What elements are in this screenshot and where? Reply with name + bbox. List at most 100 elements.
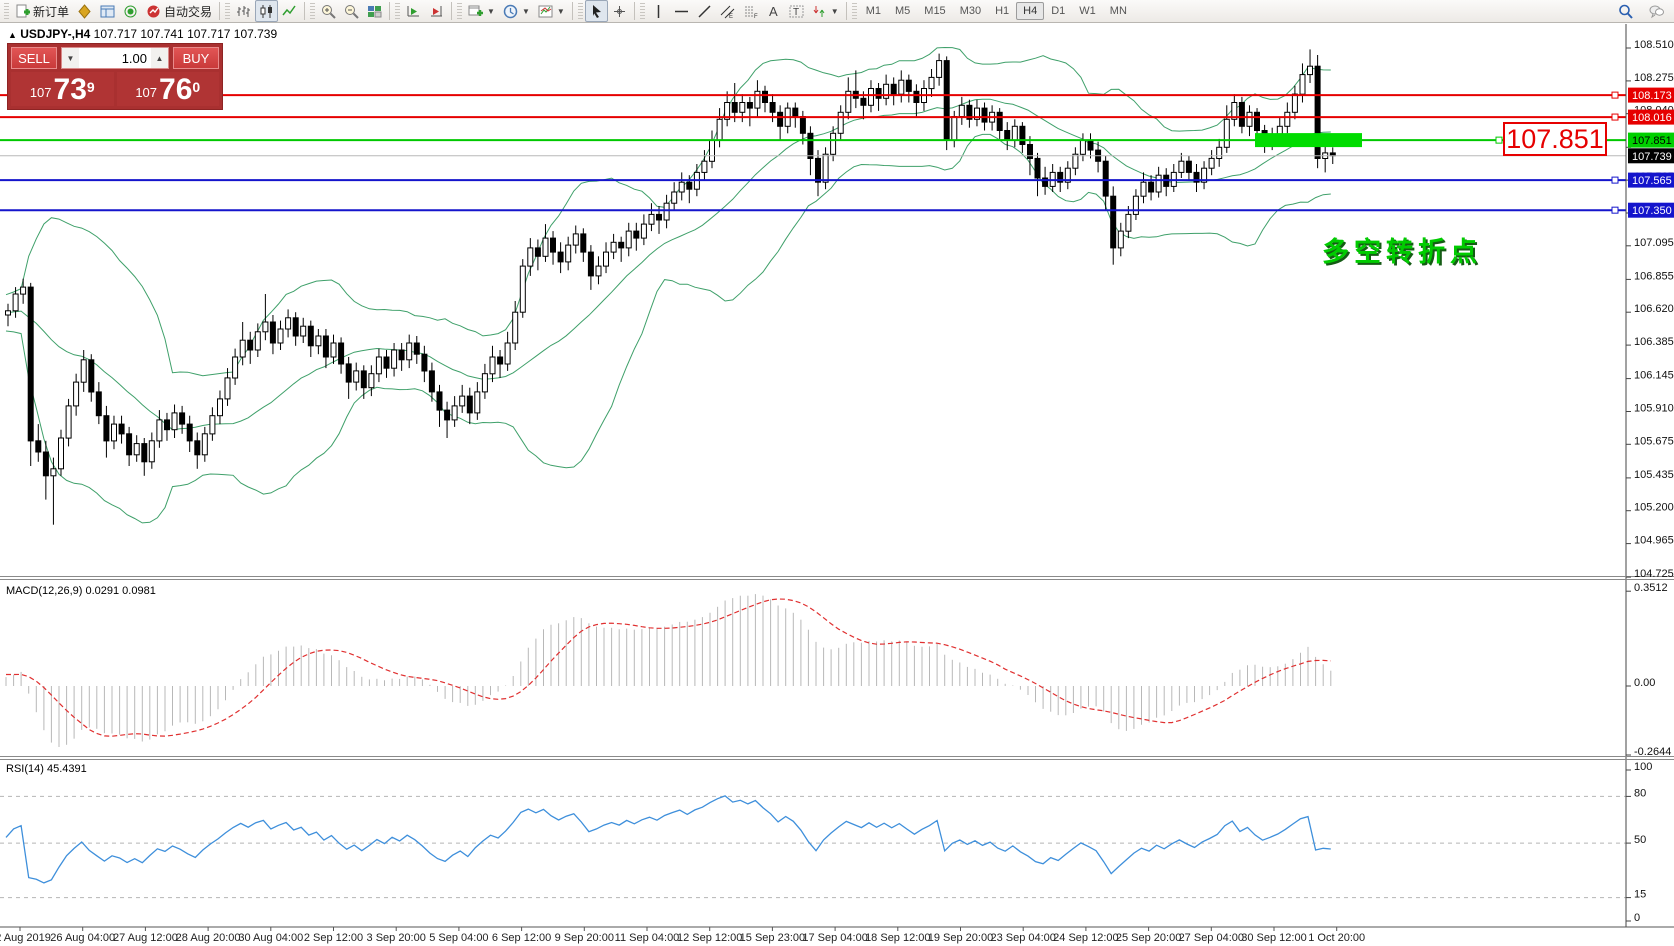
toolbar-grip: [577, 3, 583, 19]
price-tick-label: 105.200: [1634, 502, 1674, 514]
zoom-in-button[interactable]: [317, 0, 340, 22]
pivot-highlight-bar[interactable]: [1255, 133, 1362, 148]
macd-pane[interactable]: [5, 594, 1332, 747]
timeframe-d1-button[interactable]: D1: [1051, 5, 1066, 17]
timeframe-mn-button[interactable]: MN: [1109, 5, 1127, 17]
sell-price-display[interactable]: 107 73 9: [11, 72, 114, 106]
hline-marker[interactable]: [1611, 113, 1619, 121]
chat-button[interactable]: [1645, 0, 1668, 22]
candle: [398, 349, 405, 361]
candle: [550, 237, 556, 253]
timeframe-m1-button[interactable]: M1: [865, 5, 881, 17]
hline-marker[interactable]: [1611, 206, 1619, 214]
price-level-flag[interactable]: 107.851: [1503, 122, 1607, 156]
fibonacci-button[interactable]: F: [739, 0, 762, 22]
auto-trading-button[interactable]: 自动交易: [142, 0, 216, 22]
rsi-line: [5, 795, 1331, 884]
search-button[interactable]: [1614, 0, 1637, 22]
svg-text:108.016: 108.016: [1632, 112, 1672, 124]
templates-button[interactable]: ▼: [534, 0, 569, 22]
timeframe-w1-button[interactable]: W1: [1079, 5, 1096, 17]
candle: [209, 415, 216, 435]
price-axis-badge: 107.565: [1628, 172, 1674, 188]
candle: [141, 443, 148, 463]
periods-clock-button[interactable]: ▼: [499, 0, 534, 22]
new-order-button[interactable]: 新订单: [11, 0, 73, 22]
price-tick-label: 104.725: [1634, 568, 1674, 580]
candle: [656, 213, 662, 221]
candle: [345, 363, 352, 383]
cursor-button[interactable]: [584, 0, 608, 22]
time-axis-label: 12 Sep 12:00: [677, 932, 742, 944]
collapse-panel-icon[interactable]: ▲: [8, 30, 17, 40]
candle: [1004, 130, 1011, 141]
crosshair-button[interactable]: [608, 0, 631, 22]
auto-scroll-icon: [407, 5, 420, 16]
candle: [148, 440, 155, 463]
hline-marker[interactable]: [1495, 136, 1503, 144]
candle: [156, 419, 163, 442]
strategy-signal-icon: [124, 5, 137, 17]
rsi-pane[interactable]: [0, 795, 1626, 899]
zoom-out-button[interactable]: [340, 0, 363, 22]
arrows-button[interactable]: ▼: [808, 0, 843, 22]
timeframe-m15-button[interactable]: M15: [924, 5, 946, 17]
auto-scroll-button[interactable]: [402, 0, 425, 22]
line-chart-button[interactable]: [278, 0, 301, 22]
timeframe-m30-button[interactable]: M30: [959, 5, 982, 17]
candlestick-chart-button[interactable]: [255, 0, 279, 22]
market-watch-button[interactable]: [73, 0, 96, 22]
candle: [928, 76, 935, 90]
vertical-line-button[interactable]: [647, 0, 670, 22]
strategy-signal-button[interactable]: [119, 0, 142, 22]
candle: [42, 451, 49, 477]
chart-symbol-title: ▲ USDJPY-,H4 107.717 107.741 107.717 107…: [8, 27, 277, 41]
bar-chart-button[interactable]: [232, 0, 255, 22]
candle: [1042, 177, 1049, 187]
chart-shift-button[interactable]: [425, 0, 448, 22]
candle: [951, 116, 958, 141]
volume-increase-button[interactable]: ▲: [151, 48, 168, 68]
main-chart-pane[interactable]: [0, 46, 1626, 525]
bollinger-middle-band: [5, 98, 1331, 431]
candle: [466, 395, 473, 414]
hline-marker[interactable]: [1611, 91, 1619, 99]
buy-price-display[interactable]: 107 76 0: [116, 72, 219, 106]
timeframe-m5-button[interactable]: M5: [895, 5, 911, 17]
volume-input[interactable]: [79, 48, 151, 68]
hline-marker[interactable]: [1611, 176, 1619, 184]
svg-text:107.851: 107.851: [1632, 135, 1672, 147]
candle: [883, 83, 890, 99]
candle: [133, 443, 140, 456]
time-axis-label: 9 Sep 20:00: [555, 932, 614, 944]
candle: [527, 247, 534, 267]
toolbar-grip: [851, 3, 857, 19]
volume-decrease-button[interactable]: ▼: [62, 48, 79, 68]
candle: [375, 356, 382, 375]
turning-point-annotation[interactable]: 多空转折点: [1322, 237, 1482, 267]
candle: [587, 251, 594, 277]
horizontal-line-button[interactable]: [670, 0, 693, 22]
candle: [777, 111, 784, 127]
text-label-button[interactable]: T: [785, 0, 808, 22]
toolbar-grip: [457, 3, 463, 19]
candle: [1027, 144, 1033, 159]
timeframe-h1-button[interactable]: H1: [995, 5, 1010, 17]
candle: [716, 118, 723, 141]
text-button[interactable]: A: [762, 0, 785, 22]
candle: [413, 342, 420, 355]
sell-button[interactable]: SELL: [11, 47, 57, 69]
price-tick-label: 108.510: [1634, 39, 1674, 51]
timeframe-h4-button[interactable]: H4: [1016, 2, 1045, 20]
tile-windows-button[interactable]: [363, 0, 386, 22]
candle: [360, 370, 367, 389]
trendline-button[interactable]: [693, 0, 716, 22]
buy-button[interactable]: BUY: [173, 47, 219, 69]
buy-price-prefix: 107: [135, 85, 158, 100]
price-tick-label: 106.145: [1634, 370, 1674, 382]
new-chart-button[interactable]: ▼: [464, 0, 499, 22]
equidistant-channel-button[interactable]: E: [716, 0, 739, 22]
data-window-button[interactable]: [96, 0, 119, 22]
new-chart-icon: [468, 5, 484, 16]
